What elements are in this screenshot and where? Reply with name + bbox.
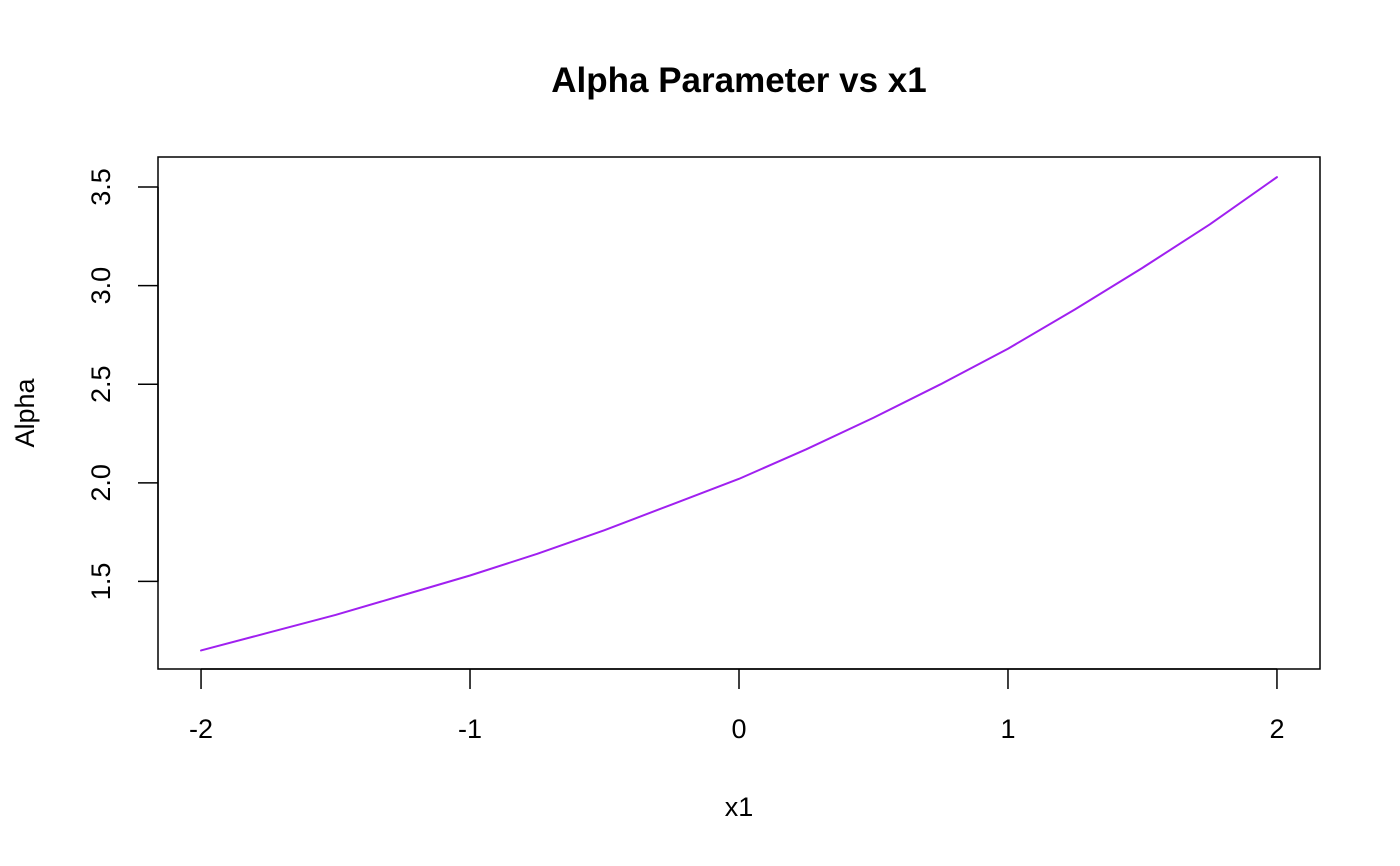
x-axis: -2 -1 0 1 2 — [189, 668, 1284, 744]
chart-title: Alpha Parameter vs x1 — [551, 61, 926, 100]
x-tick-label: -2 — [189, 714, 213, 744]
y-tick-label: 3.0 — [86, 267, 116, 305]
x-tick-label: -1 — [458, 714, 482, 744]
y-axis: 1.5 2.0 2.5 3.0 3.5 — [86, 168, 159, 601]
x-tick-label: 0 — [731, 714, 746, 744]
series-layer — [200, 176, 1278, 652]
y-tick-label: 2.0 — [86, 464, 116, 502]
x-tick-label: 2 — [1269, 714, 1284, 744]
series-line — [200, 176, 1278, 652]
plot-frame — [157, 156, 1321, 670]
y-tick-label: 3.5 — [86, 168, 116, 206]
y-axis-title: Alpha — [10, 377, 40, 447]
x-tick-label: 1 — [1000, 714, 1015, 744]
y-tick-label: 2.5 — [86, 365, 116, 403]
y-tick-label: 1.5 — [86, 563, 116, 601]
x-axis-title: x1 — [725, 792, 754, 822]
